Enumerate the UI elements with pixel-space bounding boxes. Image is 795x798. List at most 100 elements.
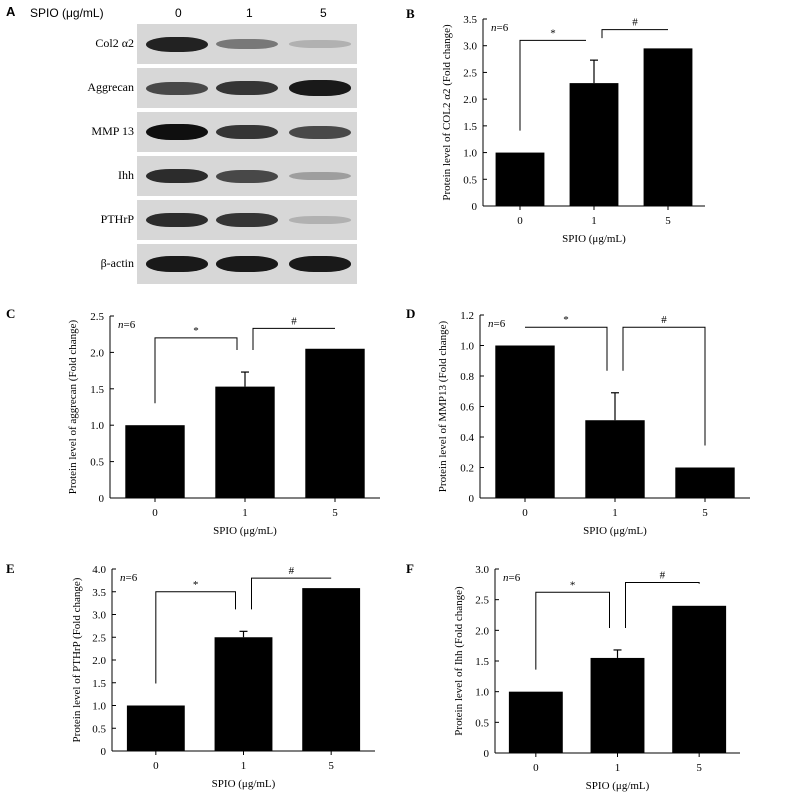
significance-bracket — [622, 326, 706, 446]
y-tick-label: 2.5 — [90, 311, 104, 323]
bar — [675, 467, 735, 498]
y-tick-label: 0.4 — [460, 432, 474, 444]
blot-row: β-actin — [0, 244, 365, 284]
x-tick-label: 5 — [328, 760, 334, 772]
y-tick-label: 0 — [99, 493, 105, 505]
blot-band — [289, 256, 351, 272]
blot-band — [216, 256, 278, 272]
y-tick-label: 0.5 — [463, 174, 477, 186]
blot-strip — [137, 24, 357, 64]
x-tick-label: 0 — [152, 507, 158, 519]
blot-row: Aggrecan — [0, 68, 365, 108]
y-tick-label: 2.0 — [92, 655, 106, 667]
y-tick-label: 1.0 — [92, 701, 106, 713]
bar — [508, 691, 563, 753]
sample-size-n: n — [120, 572, 126, 584]
y-tick-label: 1.5 — [92, 678, 106, 690]
y-tick-label: 0.5 — [475, 717, 489, 729]
bar — [214, 637, 273, 751]
significance-bracket — [154, 337, 238, 404]
y-tick-label: 2.0 — [463, 94, 477, 106]
x-tick-label: 5 — [702, 507, 708, 519]
blot-row-label: Ihh — [118, 168, 134, 182]
x-tick-label: 5 — [332, 507, 338, 519]
blot-row: Col2 α2 — [0, 24, 365, 64]
bar — [585, 420, 645, 498]
blot-lane-label-1: 1 — [246, 6, 253, 20]
sample-size-label: n=6 — [491, 22, 509, 34]
sample-size-n: n — [488, 318, 494, 330]
bar — [495, 345, 555, 498]
sample-size-value: =6 — [126, 572, 138, 584]
x-axis-label: SPIO (μg/mL) — [213, 525, 277, 537]
blot-concentration-header: SPIO (μg/mL) — [30, 6, 104, 20]
bar — [590, 657, 645, 753]
x-tick-label: 5 — [665, 215, 671, 227]
blot-band — [146, 124, 208, 140]
blot-row: PTHrP — [0, 200, 365, 240]
significance-marker: * — [193, 579, 199, 591]
blot-band — [289, 125, 351, 139]
panel-label: B — [406, 6, 415, 21]
blot-lane-label-0: 0 — [175, 6, 182, 20]
bar — [215, 386, 275, 498]
blot-band — [289, 216, 351, 224]
y-tick-label: 0 — [472, 201, 478, 213]
chart-e-pthrp: E 0 0.5 1.0 1.5 2.0 2.5 3.0 3.5 4.0 0 1 5 * # n=6 SPIO (… — [6, 561, 375, 790]
sample-size-label: n=6 — [488, 318, 506, 330]
y-tick-label: 3.5 — [463, 14, 477, 26]
significance-bracket — [252, 327, 335, 351]
y-tick-label: 1.5 — [463, 121, 477, 133]
sample-size-value: =6 — [497, 22, 509, 34]
x-tick-label: 0 — [522, 507, 528, 519]
y-axis-label: Protein level of COL2 α2 (Fold change) — [441, 24, 453, 201]
y-tick-label: 2.0 — [90, 347, 104, 359]
blot-band — [146, 81, 208, 95]
chart-b-col2: B 0 0.5 1.0 1.5 2.0 2.5 3.0 3.5 0 1 5 * # n=6 SPIO (μg/… — [406, 6, 705, 245]
blot-band — [216, 125, 278, 139]
significance-marker: # — [632, 17, 638, 29]
y-tick-label: 1.2 — [460, 310, 474, 322]
y-tick-label: 1.0 — [463, 148, 477, 160]
blot-row-label: Col2 α2 — [95, 36, 134, 50]
panel-label-a: A — [6, 4, 16, 19]
y-axis-label: Protein level of aggrecan (Fold change) — [67, 319, 79, 494]
y-tick-label: 1.0 — [90, 420, 104, 432]
chart-f-ihh: F 0 0.5 1.0 1.5 2.0 2.5 3.0 0 1 5 * # n=6 SPIO (μg/mL)… — [406, 561, 740, 792]
significance-bracket — [525, 326, 608, 371]
significance-bracket — [601, 29, 668, 39]
blot-strip — [137, 112, 357, 152]
x-tick-label: 1 — [241, 760, 247, 772]
blot-strip — [137, 244, 357, 284]
significance-marker: * — [193, 325, 199, 337]
y-tick-label: 0.2 — [460, 463, 474, 475]
y-tick-label: 0.8 — [460, 371, 474, 383]
panel-label: F — [406, 561, 414, 576]
significance-marker: * — [550, 27, 556, 39]
x-axis-label: SPIO (μg/mL) — [212, 778, 276, 790]
significance-marker: # — [291, 315, 297, 327]
y-axis-label: Protein level of PTHrP (Fold change) — [71, 577, 83, 742]
y-tick-label: 3.5 — [92, 587, 106, 599]
bar — [126, 705, 185, 751]
western-blot-panel: A SPIO (μg/mL) 0 1 5 Col2 α2 Aggrecan MMP … — [0, 0, 365, 292]
blot-band — [216, 38, 278, 50]
y-tick-label: 3.0 — [463, 41, 477, 53]
panel-label: C — [6, 306, 15, 321]
significance-marker: # — [660, 569, 666, 581]
blot-band — [289, 80, 351, 96]
y-tick-label: 3.0 — [475, 564, 489, 576]
bar — [302, 588, 361, 751]
x-tick-label: 1 — [612, 507, 618, 519]
significance-marker: # — [289, 565, 295, 577]
bar — [643, 48, 693, 207]
x-tick-label: 0 — [153, 760, 159, 772]
blot-strip — [137, 68, 357, 108]
sample-size-label: n=6 — [120, 572, 138, 584]
sample-size-n: n — [491, 22, 497, 34]
y-tick-label: 0.6 — [460, 402, 474, 414]
blot-row-label: β-actin — [100, 256, 134, 270]
sample-size-value: =6 — [494, 318, 506, 330]
bar — [305, 348, 365, 498]
blot-row-label: PTHrP — [100, 212, 134, 226]
